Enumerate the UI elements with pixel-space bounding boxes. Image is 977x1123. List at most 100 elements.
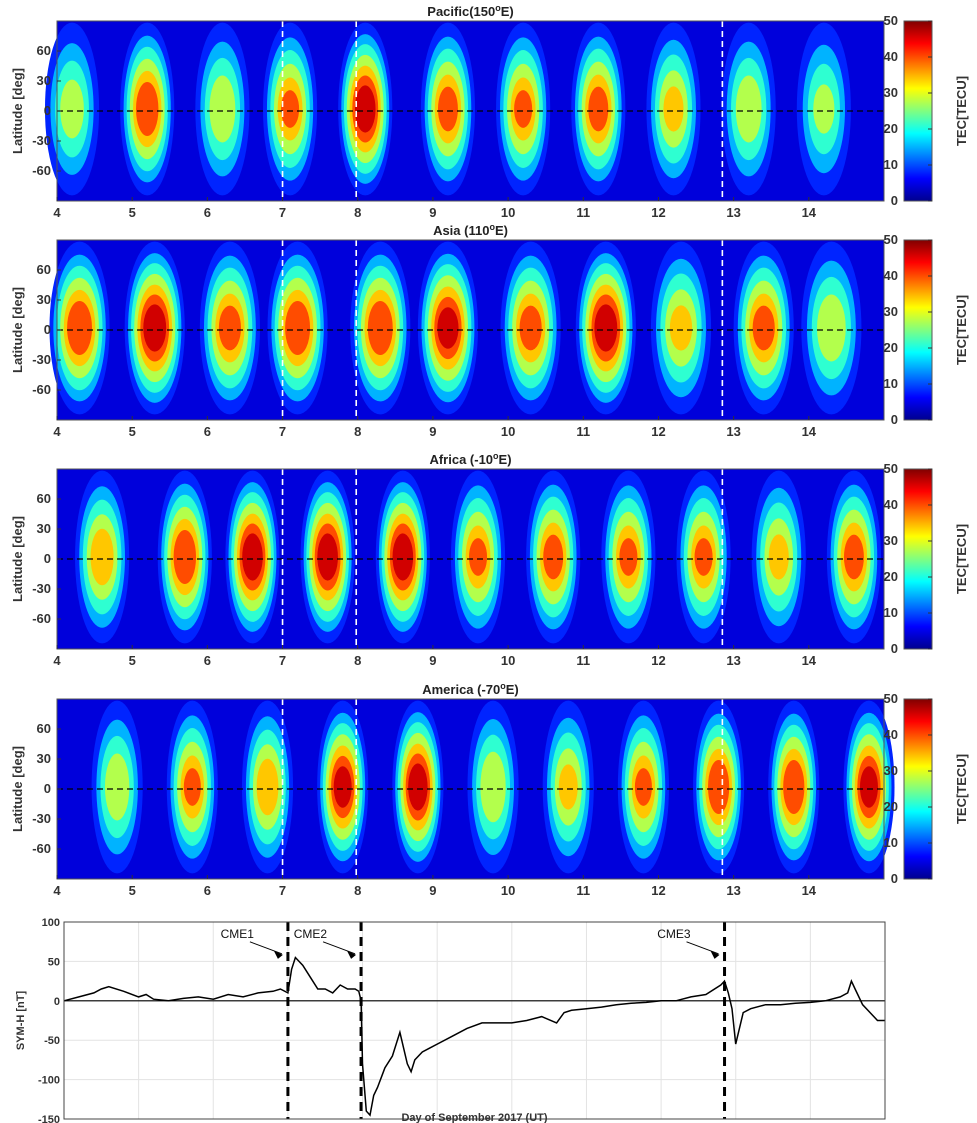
x-tick-label: 6: [204, 653, 211, 668]
tec-daily-peak: [91, 700, 143, 874]
colorbar-tick-label: 30: [884, 533, 898, 548]
tec-contour-level: [708, 759, 730, 815]
x-tick-label: 6: [204, 424, 211, 439]
x-tick-label: 12: [651, 883, 665, 898]
tec-contour-level: [813, 84, 835, 134]
x-tick-label: 9: [429, 653, 436, 668]
annotation-arrow: [322, 941, 356, 955]
colorbar: [903, 468, 933, 650]
x-tick-label: 4: [53, 883, 61, 898]
tec-daily-peak: [338, 22, 393, 196]
tec-daily-peak: [49, 241, 110, 415]
y-tick-label: 0: [44, 103, 51, 118]
y-axis-label: Latitude [deg]: [10, 287, 25, 373]
x-tick-label: 14: [802, 653, 817, 668]
tec-daily-peak: [166, 700, 218, 874]
y-tick-label: 100: [42, 917, 60, 929]
panel-title-sup: o: [495, 3, 501, 13]
colorbar-tick-label: 50: [884, 691, 898, 706]
y-tick-label: 60: [37, 262, 51, 277]
x-tick-label: 9: [429, 883, 436, 898]
tec-daily-peak: [300, 470, 355, 644]
panel-title-text: Pacific(150: [427, 4, 495, 19]
x-tick-label: 11: [576, 205, 590, 220]
tec-contour-level: [735, 75, 762, 143]
colorbar-label: TEC[TECU]: [954, 754, 969, 824]
y-axis-label: Latitude [deg]: [10, 516, 25, 602]
x-tick-label: 4: [53, 424, 61, 439]
cme-annotation: CME1: [221, 927, 255, 941]
x-tick-label: 4: [53, 653, 61, 668]
tec-daily-peak: [826, 470, 881, 644]
tec-daily-peak: [693, 700, 745, 874]
y-tick-label: 30: [37, 521, 51, 536]
tec-daily-peak: [317, 700, 369, 874]
tec-daily-peak: [496, 22, 551, 196]
y-tick-label: -30: [32, 581, 51, 596]
y-axis-label: SYM-H [nT]: [15, 991, 27, 1051]
x-tick-label: 9: [429, 424, 436, 439]
colorbar-tick-label: 20: [884, 340, 898, 355]
annotation-arrowhead: [347, 950, 357, 959]
symh-panel: CME1CME2CME30405060708091011121314151005…: [15, 917, 891, 1123]
colorbar: [903, 20, 933, 202]
y-tick-label: 50: [48, 956, 60, 968]
panel-title: America (-70oE): [422, 681, 519, 697]
tec-contour-level: [558, 764, 578, 810]
tec-panel-africa: Africa (-10oE) 4 5 6 7 8 9 10 11 12 13 14 60 30 0 -30 -6…: [10, 451, 969, 668]
tec-panel-america: America (-70oE) 4 5 6 7 8 9 10 11 12 13 14 60 30 0 -30 -…: [10, 681, 969, 898]
colorbar-tick-label: 50: [884, 13, 898, 28]
x-tick-label: 7: [279, 883, 286, 898]
tec-daily-peak: [526, 470, 581, 644]
x-tick-label: 5: [129, 883, 136, 898]
tec-contour-level: [367, 300, 393, 356]
tec-contour-level: [480, 751, 506, 823]
tec-contour-level: [594, 304, 618, 352]
tec-daily-peak: [751, 470, 806, 644]
x-tick-label: 7: [279, 205, 286, 220]
x-tick-label: 13: [726, 883, 740, 898]
tec-contour-level: [669, 305, 693, 351]
x-tick-label: 4: [53, 205, 61, 220]
tec-contour-level: [60, 79, 84, 139]
panel-title: Africa (-10oE): [429, 451, 511, 467]
colorbar-tick-label: 0: [891, 193, 898, 208]
tec-contour-level: [285, 300, 311, 356]
tec-contour-level: [281, 90, 300, 128]
tec-daily-peak: [650, 241, 712, 415]
colorbar-tick-label: 20: [884, 569, 898, 584]
y-tick-label: -150: [38, 1114, 60, 1123]
y-tick-label: -60: [32, 382, 51, 397]
panel-title-suffix: E): [499, 452, 512, 467]
panel-title: Asia (110oE): [433, 222, 508, 238]
tec-contour-level: [392, 533, 414, 581]
tec-daily-peak: [199, 241, 260, 415]
tec-contour-level: [768, 534, 789, 580]
panel-title-text: Africa (-10: [429, 452, 493, 467]
y-tick-label: 30: [37, 292, 51, 307]
tec-contour-level: [619, 538, 638, 576]
tec-daily-peak: [843, 700, 895, 874]
x-tick-label: 10: [501, 883, 515, 898]
symh-series-line: [63, 956, 885, 1117]
y-tick-label: 0: [44, 551, 51, 566]
colorbar-tick-label: 0: [891, 871, 898, 886]
x-tick-label: 6: [204, 883, 211, 898]
x-tick-label: 13: [726, 653, 740, 668]
tec-contour-level: [408, 763, 428, 811]
tec-contour-level: [218, 305, 241, 351]
tec-contour-level: [543, 534, 564, 580]
tec-daily-peak: [241, 700, 294, 874]
y-tick-label: -30: [32, 352, 51, 367]
colorbar-tick-label: 30: [884, 304, 898, 319]
colorbar-label: TEC[TECU]: [954, 76, 969, 146]
x-tick-label: 11: [576, 883, 590, 898]
annotation-arrowhead: [273, 950, 283, 959]
x-tick-label: 14: [802, 883, 817, 898]
symh-plot-area: [64, 922, 885, 1119]
colorbar-tick-label: 40: [884, 727, 898, 742]
x-tick-label: 5: [129, 653, 136, 668]
tec-contour-level: [90, 528, 114, 586]
tec-panel-pacific: Pacific(150oE) 4 5 6 7 8 9 10 11 12 13 14 60 30 0 -30 -6…: [10, 3, 969, 220]
colorbar-tick-label: 0: [891, 412, 898, 427]
